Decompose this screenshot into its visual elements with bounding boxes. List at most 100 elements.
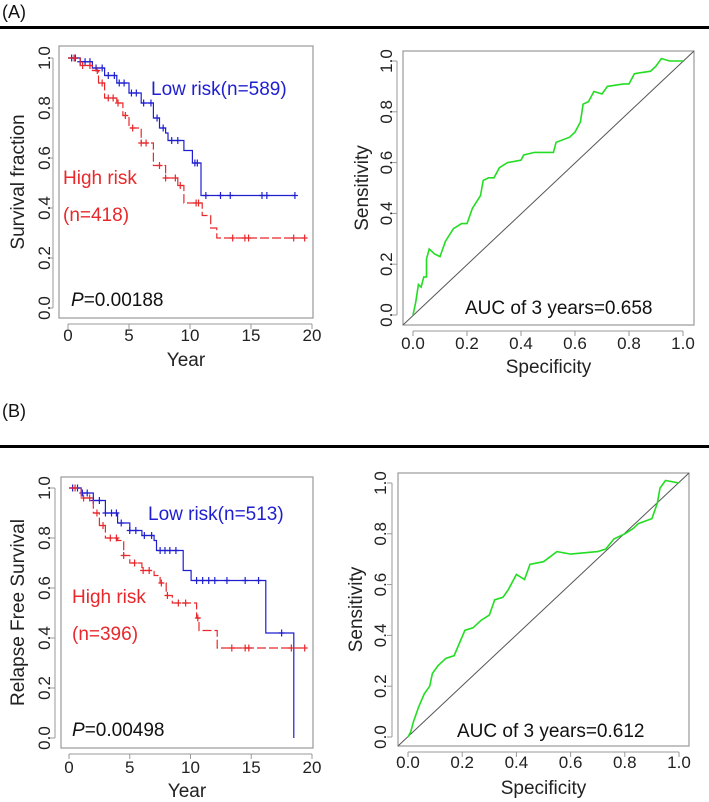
panel-label-a: (A) [2, 2, 26, 22]
section-divider-a [0, 26, 709, 29]
censor-mark [194, 614, 201, 622]
y-tick-label: 0.6 [35, 576, 54, 600]
censor-mark [168, 137, 175, 144]
roc-curve [412, 57, 683, 316]
censor-mark [72, 484, 79, 492]
auc-label-a: AUC of 3 years=0.658 [465, 298, 652, 319]
y-axis-label: Survival fraction [8, 114, 29, 249]
censor-mark [164, 592, 171, 599]
x-tick-label: 0.8 [613, 753, 637, 772]
x-tick-label: 0.0 [401, 334, 425, 353]
plot-frame [397, 472, 690, 747]
censor-mark [121, 79, 128, 87]
censor-mark [94, 67, 101, 74]
censor-mark [172, 547, 179, 554]
x-tick-label: 0 [64, 758, 73, 777]
y-tick-label: 0.8 [35, 526, 54, 550]
x-tick-label: 5 [125, 758, 134, 777]
censor-mark [93, 509, 100, 517]
y-tick-label: 0.4 [371, 624, 390, 648]
censor-mark [175, 599, 182, 607]
censor-mark [115, 99, 122, 107]
y-tick-label: 1.0 [377, 49, 396, 73]
y-tick-label: 0.6 [377, 151, 396, 175]
censor-mark [99, 64, 106, 72]
censor-mark [84, 489, 91, 497]
y-tick-label: 0.2 [35, 676, 54, 700]
censor-mark [102, 509, 109, 517]
censor-mark [158, 579, 165, 587]
x-tick-label: 0.8 [617, 334, 641, 353]
censor-mark [96, 497, 103, 504]
censor-mark [86, 494, 93, 502]
censor-mark [71, 54, 78, 62]
censor-mark [228, 644, 235, 652]
censor-mark [111, 72, 118, 79]
censor-mark [143, 139, 150, 147]
censor-mark [154, 114, 161, 122]
low-risk-legend-a: Low risk(n=589) [151, 79, 287, 100]
censor-mark [288, 644, 295, 652]
y-tick-label: 0.4 [35, 196, 54, 220]
censor-mark [79, 62, 86, 69]
censor-mark [120, 552, 127, 559]
reference-diagonal [402, 50, 695, 326]
p-value-b: P=0.00498 [72, 720, 164, 741]
censor-mark [141, 532, 148, 539]
x-tick-label: 0.2 [450, 753, 474, 772]
x-tick-label: 0.4 [509, 334, 533, 353]
x-axis-label: Specificity [501, 778, 587, 799]
p-value-text: =0.00188 [84, 290, 164, 311]
censor-mark [174, 137, 181, 144]
censor-mark [242, 577, 249, 584]
p-symbol: P [71, 290, 84, 311]
x-tick-label: 1.0 [671, 334, 695, 353]
x-tick-label: 0.0 [396, 753, 420, 772]
plot-frame [58, 45, 314, 319]
x-tick-label: 0 [63, 326, 72, 345]
high-risk-curve [69, 487, 305, 649]
censor-mark [205, 577, 212, 584]
censor-mark [129, 124, 136, 132]
x-tick-label: 10 [181, 326, 200, 345]
y-tick-label: 0.2 [377, 252, 396, 276]
censor-mark [195, 199, 202, 207]
x-tick-label: 15 [242, 758, 261, 777]
censor-mark [100, 522, 107, 529]
censor-mark [147, 99, 154, 107]
censor-mark [194, 159, 201, 167]
plot-frame [402, 50, 695, 326]
x-tick-label: 5 [124, 326, 133, 345]
y-tick-label: 0.6 [371, 573, 390, 597]
censor-mark [146, 567, 153, 574]
censor-mark [202, 192, 209, 199]
x-tick-label: 0.4 [505, 753, 529, 772]
censor-mark [290, 234, 297, 242]
censor-mark [263, 192, 270, 199]
y-tick-label: 0.6 [35, 146, 54, 170]
y-tick-label: 0.4 [35, 626, 54, 650]
high-risk-n-a: (n=418) [63, 205, 129, 226]
censor-mark [223, 577, 230, 584]
x-axis-label: Specificity [506, 357, 592, 378]
x-axis-label: Year [167, 350, 206, 371]
y-axis-label: Sensitivity [352, 145, 373, 231]
censor-mark [166, 547, 173, 554]
km-plot-overall-survival: 0 5 10 15 20 0.0 0.2 0.4 0.6 0.8 1.0 Year Survival f… [8, 45, 321, 371]
reference-diagonal [397, 472, 690, 747]
panel-label-b: (B) [2, 401, 26, 421]
y-tick-label: 0.0 [35, 726, 54, 750]
x-tick-label: 10 [181, 758, 200, 777]
censor-mark [156, 162, 163, 169]
x-tick-label: 0.6 [559, 753, 583, 772]
censor-mark [80, 494, 87, 502]
y-tick-label: 0.2 [35, 246, 54, 270]
p-symbol: P [72, 720, 85, 741]
low-risk-legend-b: Low risk(n=513) [148, 504, 284, 525]
censor-mark [99, 79, 106, 87]
censor-mark [110, 94, 117, 102]
censor-mark [131, 559, 138, 567]
censor-mark [255, 577, 262, 584]
x-tick-label: 1.0 [667, 753, 691, 772]
